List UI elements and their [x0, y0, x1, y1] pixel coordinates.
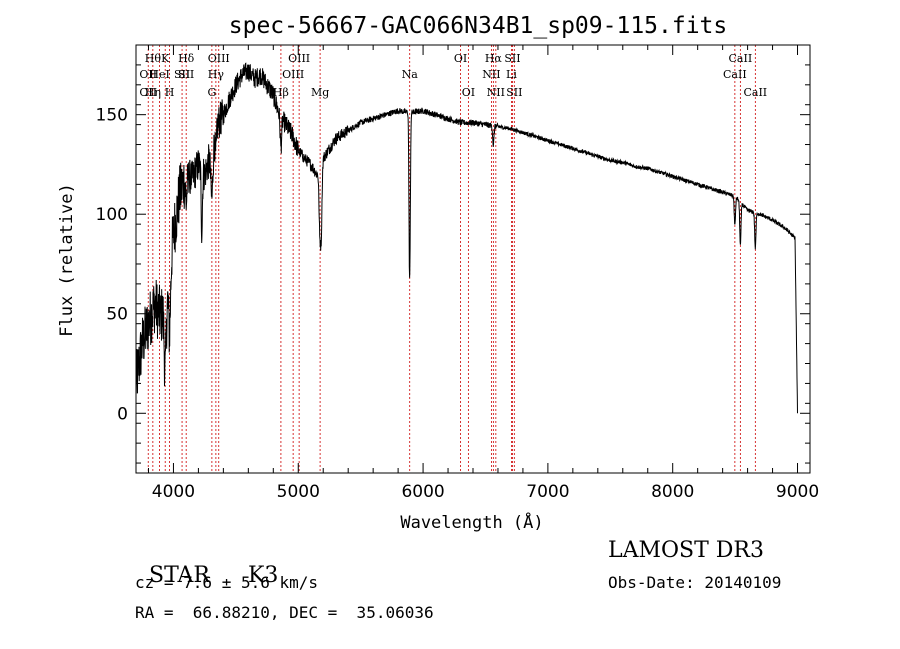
line-marker-label: OI — [454, 52, 467, 65]
plot-frame — [135, 44, 811, 474]
line-marker-label: Li — [506, 68, 517, 81]
line-marker-label: Hδ — [178, 52, 195, 65]
line-marker-label: SII — [504, 52, 520, 65]
y-tick-label: 100 — [96, 205, 128, 225]
x-axis-ticks: 4000 5000 6000 7000 8000 9000 — [147, 45, 819, 502]
line-marker-label: CaII — [723, 68, 747, 81]
y-axis-label: Flux (relative) — [57, 183, 77, 337]
line-marker-label: Hγ — [208, 68, 225, 81]
subclass-label: K3 — [248, 563, 279, 588]
line-marker-label: G — [207, 86, 216, 99]
line-marker-label: OIII — [208, 52, 230, 65]
line-marker-label: NII — [487, 86, 505, 99]
x-axis-label: Wavelength (Å) — [400, 511, 543, 533]
x-tick-label: 7000 — [526, 482, 569, 502]
line-marker-label: SII — [506, 86, 522, 99]
coordinates-readout: RA = 66.88210, DEC = 35.06036 — [135, 603, 434, 622]
line-marker-label: OIII — [288, 52, 310, 65]
y-tick-label: 50 — [106, 305, 128, 325]
survey-label: LAMOST DR3 — [608, 538, 764, 563]
line-marker-label: Mg — [311, 86, 329, 99]
line-marker-label: SII — [178, 68, 194, 81]
x-tick-label: 8000 — [651, 482, 694, 502]
y-tick-label: 0 — [117, 404, 128, 424]
line-marker-label: Na — [402, 68, 419, 81]
line-marker-label: Hθ — [145, 52, 162, 65]
y-axis-ticks: 0 50 100 150 — [96, 64, 810, 464]
line-marker-label: SII — [174, 68, 190, 81]
x-tick-label: 9000 — [776, 482, 819, 502]
line-marker-label: OIII — [282, 68, 304, 81]
class-label: STAR — [149, 563, 210, 588]
redshift-readout: cz = 7.6 ± 5.6 km/s — [135, 573, 319, 592]
x-tick-label: 6000 — [401, 482, 444, 502]
line-marker-labels: OIIOIIHθHηHeIKHSIIHδSIIGHγOIIIHβOIIIOIII… — [139, 52, 767, 99]
spectrum-line — [135, 62, 798, 414]
line-marker-label: HeI — [149, 68, 169, 81]
line-marker-label: OII — [139, 68, 157, 81]
line-marker-label: K — [161, 52, 170, 65]
line-marker-label: OII — [139, 86, 157, 99]
y-tick-label: 150 — [96, 106, 128, 126]
line-marker-label: CaII — [729, 52, 753, 65]
x-tick-label: 5000 — [277, 482, 320, 502]
line-marker-label: Hβ — [273, 86, 289, 99]
line-markers — [147, 45, 756, 473]
line-marker-label: Hα — [485, 52, 503, 65]
line-marker-label: Hη — [145, 86, 161, 99]
line-marker-label: H — [165, 86, 175, 99]
obs-date-readout: Obs-Date: 20140109 — [608, 573, 782, 592]
line-marker-label: CaII — [743, 86, 767, 99]
line-marker-label: NII — [482, 68, 500, 81]
line-marker-label: OI — [462, 86, 475, 99]
x-tick-label: 4000 — [152, 482, 195, 502]
object-class: STAR K3 — [135, 538, 278, 588]
chart-title: spec-56667-GAC066N34B1_sp09-115.fits — [229, 13, 728, 39]
